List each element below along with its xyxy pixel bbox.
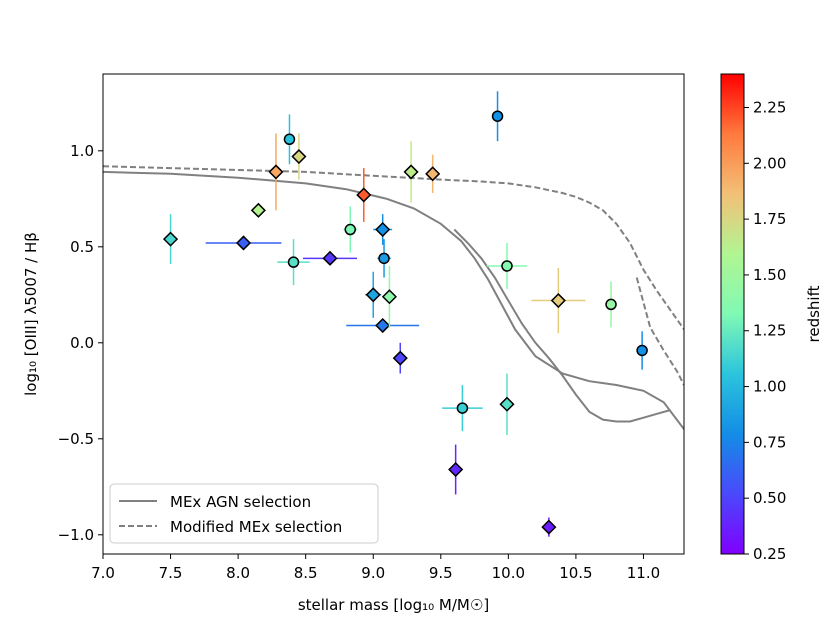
data-point-diamond xyxy=(162,231,179,247)
data-point-diamond xyxy=(392,350,408,366)
data-point-circle xyxy=(344,223,357,236)
data-point-diamond xyxy=(425,166,441,182)
x-tick-label: 7.0 xyxy=(91,564,115,582)
data-point-circle xyxy=(378,252,390,265)
data-point-diamond xyxy=(250,202,266,218)
data-points xyxy=(162,91,648,537)
data-point-diamond xyxy=(291,148,307,165)
y-tick-label: 0.5 xyxy=(70,238,94,256)
curve-solid-0 xyxy=(103,170,684,430)
curve-dashed-3 xyxy=(635,277,684,386)
data-point-diamond xyxy=(381,289,398,305)
colorbar-frame xyxy=(720,73,745,555)
data-point-circle xyxy=(605,298,617,311)
data-point-diamond xyxy=(235,235,252,251)
y-axis-ticks: −1.0 −0.5 0.0 0.5 1.0 xyxy=(58,142,103,544)
y-tick-label: −0.5 xyxy=(58,430,94,448)
colorbar-tick-label: 1.25 xyxy=(753,322,786,340)
x-tick-label: 9.5 xyxy=(429,564,453,582)
legend-box xyxy=(109,483,379,544)
colorbar-gradient xyxy=(721,74,744,554)
colorbar-tick-label: 2.00 xyxy=(753,154,786,172)
legend: MEx AGN selection Modified MEx selection xyxy=(109,483,379,544)
colorbar-tick-label: 0.75 xyxy=(753,433,786,451)
data-point-circle xyxy=(456,402,469,414)
x-tick-label: 10.5 xyxy=(559,564,592,582)
y-tick-label: 0.0 xyxy=(70,334,94,352)
data-point-diamond xyxy=(403,164,419,180)
colorbar-tick-label: 1.50 xyxy=(753,266,786,284)
colorbar-ticks: 0.25 0.50 0.75 1.00 1.25 1.50 1.75 2.00 2.25 xyxy=(744,98,786,563)
data-point-diamond xyxy=(499,396,515,412)
legend-entry-modified-mex: Modified MEx selection xyxy=(170,518,342,536)
data-point-diamond xyxy=(356,187,372,203)
data-point-circle xyxy=(287,256,300,268)
colorbar-tick-label: 0.50 xyxy=(753,489,786,507)
x-tick-label: 10.0 xyxy=(492,564,525,582)
x-tick-label: 8.5 xyxy=(294,564,318,582)
y-tick-label: 1.0 xyxy=(70,142,94,160)
curve-solid-1 xyxy=(453,228,671,423)
x-axis-label: stellar mass [log₁₀ M/M☉] xyxy=(298,596,489,614)
colorbar: 0.25 0.50 0.75 1.00 1.25 1.50 1.75 2.00 2.25 red… xyxy=(720,73,823,563)
x-tick-label: 9.0 xyxy=(361,564,385,582)
data-point-diamond xyxy=(322,250,338,266)
data-point-diamond xyxy=(365,287,381,303)
x-tick-label: 11.0 xyxy=(627,564,660,582)
x-tick-label: 7.5 xyxy=(159,564,183,582)
colorbar-label: redshift xyxy=(805,285,823,342)
data-point-circle xyxy=(501,260,513,272)
plot-frame xyxy=(102,73,685,555)
y-axis-label: log₁₀ [OIII] λ5007 / Hβ xyxy=(22,232,40,396)
legend-entry-mex: MEx AGN selection xyxy=(170,493,311,511)
data-point-circle xyxy=(636,344,648,357)
colorbar-tick-label: 0.25 xyxy=(753,545,786,563)
data-point-circle xyxy=(283,133,296,146)
data-point-diamond xyxy=(550,292,566,309)
colorbar-tick-label: 2.25 xyxy=(753,98,786,116)
x-axis-ticks: 7.0 7.5 8.0 8.5 9.0 9.5 10.0 10.5 11.0 xyxy=(91,554,660,582)
data-point-diamond xyxy=(448,461,464,478)
data-point-diamond xyxy=(541,519,557,535)
colorbar-tick-label: 1.75 xyxy=(753,210,786,228)
y-tick-label: −1.0 xyxy=(58,526,94,544)
selection-curves xyxy=(103,165,684,430)
curve-dashed-2 xyxy=(103,165,684,330)
data-point-circle xyxy=(491,110,504,122)
x-tick-label: 8.0 xyxy=(226,564,250,582)
colorbar-tick-label: 1.00 xyxy=(753,378,786,396)
data-point-diamond xyxy=(375,317,391,334)
data-point-diamond xyxy=(375,221,391,238)
data-point-diamond xyxy=(268,164,284,180)
